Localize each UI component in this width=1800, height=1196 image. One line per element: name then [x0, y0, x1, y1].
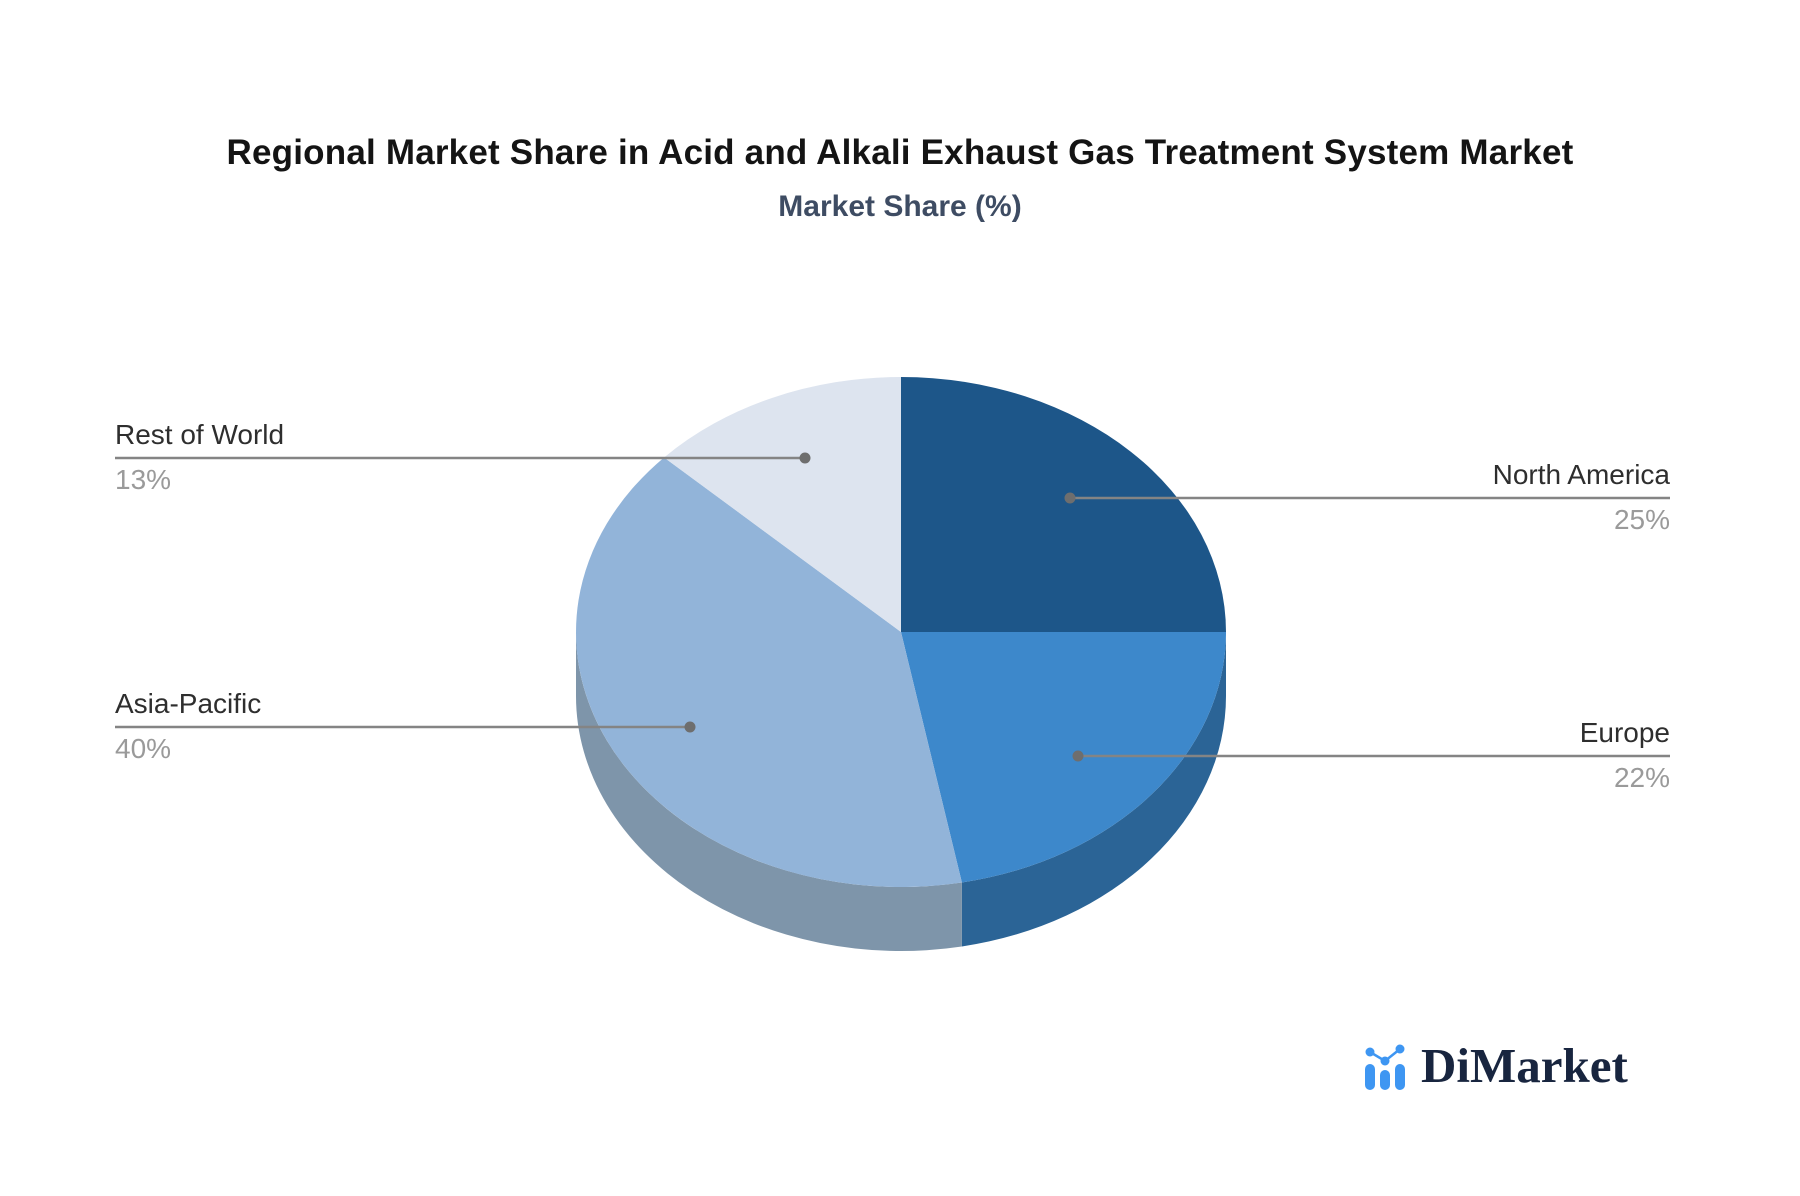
pie-slice-north-america [901, 377, 1226, 632]
pie-callout-asia-pacific: Asia-Pacific 40% [115, 687, 261, 766]
chart-subtitle: Market Share (%) [778, 190, 1022, 223]
pie-slice-side-europe [961, 632, 1226, 947]
brand-logo: DiMarket [1362, 1038, 1628, 1090]
bar-line-chart-icon [1365, 1044, 1405, 1090]
callout-dot [799, 452, 811, 464]
pie-callout-rest-of-world: Rest of World 13% [115, 418, 284, 497]
pie-slice-asia-pacific [576, 457, 962, 887]
slice-value: 13% [115, 464, 172, 495]
pie-callout-europe: Europe 22% [1580, 716, 1670, 795]
slice-label: Europe [1579, 717, 1670, 748]
callout-dot [1072, 750, 1084, 762]
slice-label: Asia-Pacific [115, 688, 262, 719]
pie-slice-europe [901, 632, 1226, 883]
pie-slice-side-asia-pacific [576, 632, 962, 951]
slice-label: Rest of World [115, 419, 285, 450]
pie-callout-north-america: North America 25% [1493, 458, 1670, 537]
slice-value: 22% [1613, 762, 1670, 793]
pie-slice-rest-of-world [664, 377, 901, 632]
slice-value: 25% [1613, 504, 1670, 535]
slice-value: 40% [115, 733, 172, 764]
page-title: Regional Market Share in Acid and Alkali… [226, 133, 1574, 172]
brand-name: DiMarket [1421, 1038, 1628, 1093]
callout-dot [1064, 492, 1076, 504]
slice-label: North America [1492, 459, 1670, 490]
callout-dot [684, 721, 696, 733]
